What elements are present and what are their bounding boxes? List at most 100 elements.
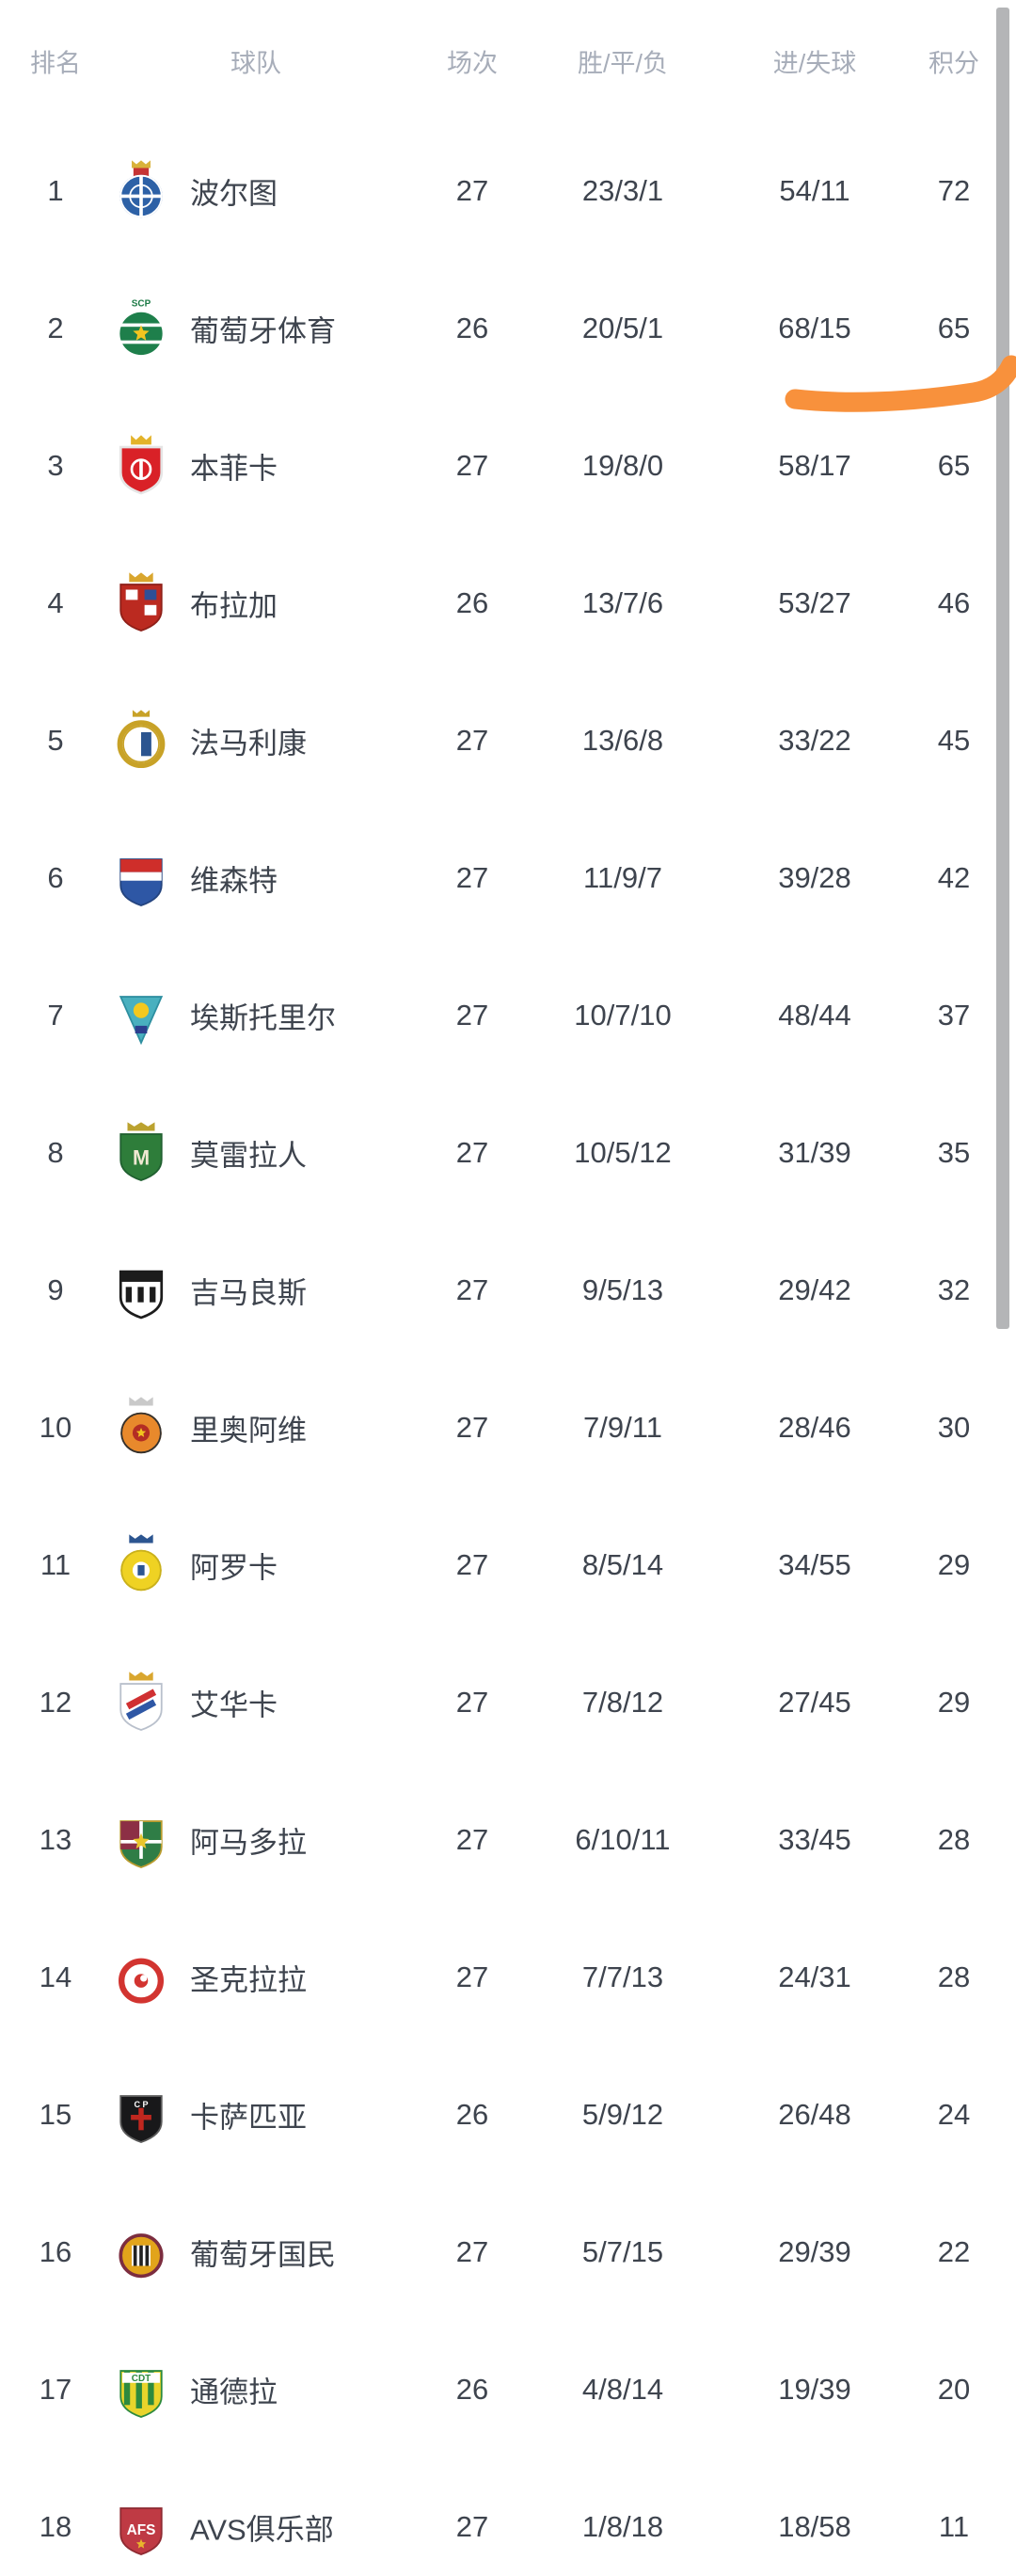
team-row[interactable]: 14 圣克拉拉 27 7/7/13 24/31 28 <box>0 1909 1016 2046</box>
goals-for-against: 19/39 <box>778 2373 851 2406</box>
team-name: 通德拉 <box>190 2376 278 2409</box>
team-rank: 4 <box>47 586 64 619</box>
matches-played: 27 <box>455 1273 489 1306</box>
matches-played: 27 <box>455 1548 489 1581</box>
team-row[interactable]: 13 阿马多拉 27 6/10/11 33/45 28 <box>0 1771 1016 1909</box>
team-crest-icon <box>119 1820 163 1868</box>
team-name: 波尔图 <box>190 177 278 211</box>
matches-played: 27 <box>455 1823 489 1856</box>
team-rank: 18 <box>39 2510 72 2543</box>
points: 45 <box>937 724 971 757</box>
team-crest-icon: AFS <box>119 2507 163 2555</box>
team-row[interactable]: 5 法马利康 27 13/6/8 33/22 45 <box>0 672 1016 809</box>
team-name: 莫雷拉人 <box>190 1139 307 1173</box>
team-crest-icon <box>119 160 163 218</box>
matches-played: 27 <box>455 174 489 207</box>
team-logo <box>114 1397 168 1459</box>
team-name: 本菲卡 <box>190 452 278 486</box>
team-row[interactable]: 1 波尔图 27 23/3/1 54/11 72 <box>0 122 1016 260</box>
team-row[interactable]: 3 本菲卡 27 19/8/0 58/17 65 <box>0 397 1016 535</box>
goals-for-against: 58/17 <box>778 449 851 482</box>
win-draw-loss: 8/5/14 <box>581 1548 664 1581</box>
team-rank: 14 <box>39 1960 72 1993</box>
matches-played: 26 <box>455 312 489 344</box>
team-name: 葡萄牙体育 <box>190 314 336 348</box>
team-row[interactable]: 10 里奥阿维 27 7/9/11 28/46 30 <box>0 1359 1016 1496</box>
goals-for-against: 29/42 <box>778 1273 851 1306</box>
win-draw-loss: 5/7/15 <box>581 2235 664 2268</box>
team-crest-icon <box>119 858 163 906</box>
team-crest-icon: C P <box>119 2095 163 2143</box>
matches-played: 26 <box>455 2098 489 2131</box>
team-name: 吉马良斯 <box>190 1276 307 1310</box>
matches-played: 27 <box>455 724 489 757</box>
team-rank: 5 <box>47 724 64 757</box>
points: 29 <box>937 1548 971 1581</box>
team-rank: 11 <box>40 1548 71 1581</box>
team-rank: 16 <box>39 2235 72 2268</box>
goals-for-against: 31/39 <box>778 1136 851 1169</box>
team-logo: M <box>114 1122 168 1184</box>
team-logo <box>114 710 168 772</box>
team-rank: 9 <box>47 1273 64 1306</box>
points: 11 <box>938 2510 970 2543</box>
team-row[interactable]: 11 阿罗卡 27 8/5/14 34/55 29 <box>0 1496 1016 1634</box>
goals-for-against: 33/45 <box>778 1823 851 1856</box>
matches-played: 27 <box>455 1686 489 1719</box>
team-crest-icon <box>119 2233 164 2279</box>
team-row[interactable]: 4 布拉加 26 13/7/6 53/27 46 <box>0 535 1016 672</box>
team-logo <box>114 1259 168 1321</box>
svg-text:M: M <box>133 1146 150 1170</box>
team-logo <box>114 1946 168 2008</box>
goals-for-against: 24/31 <box>778 1960 851 1993</box>
points: 22 <box>937 2235 971 2268</box>
team-crest-icon: CDT <box>119 2370 163 2418</box>
team-crest-icon: SCP <box>119 298 163 356</box>
win-draw-loss: 6/10/11 <box>575 1823 671 1856</box>
team-name: 艾华卡 <box>190 1688 278 1722</box>
header-rank: 排名 <box>30 49 81 78</box>
team-crest-icon <box>119 1672 163 1731</box>
team-logo <box>114 847 168 909</box>
matches-played: 27 <box>455 1411 489 1444</box>
points: 24 <box>937 2098 971 2131</box>
team-rank: 3 <box>47 449 64 482</box>
team-row[interactable]: 12 艾华卡 27 7/8/12 27/45 29 <box>0 1634 1016 1771</box>
win-draw-loss: 5/9/12 <box>581 2098 664 2131</box>
points: 29 <box>937 1686 971 1719</box>
team-crest-icon <box>120 1397 162 1454</box>
goals-for-against: 29/39 <box>778 2235 851 2268</box>
team-name: 埃斯托里尔 <box>190 1001 336 1035</box>
team-row[interactable]: 9 吉马良斯 27 9/5/13 29/42 32 <box>0 1222 1016 1359</box>
team-logo <box>114 2221 168 2283</box>
team-row[interactable]: 6 维森特 27 11/9/7 39/28 42 <box>0 809 1016 947</box>
team-row[interactable]: 8 M 莫雷拉人 27 10/5/12 31/39 35 <box>0 1084 1016 1222</box>
goals-for-against: 53/27 <box>778 586 851 619</box>
matches-played: 27 <box>455 449 489 482</box>
matches-played: 27 <box>455 2235 489 2268</box>
matches-played: 27 <box>455 1960 489 1993</box>
team-row[interactable]: 2 SCP 葡萄牙体育 26 20/5/1 68/15 65 <box>0 260 1016 397</box>
win-draw-loss: 7/9/11 <box>583 1411 662 1444</box>
team-name: 阿马多拉 <box>190 1826 307 1860</box>
points: 42 <box>937 861 971 894</box>
team-row[interactable]: 7 埃斯托里尔 27 10/7/10 48/44 37 <box>0 947 1016 1084</box>
team-logo: CDT <box>114 2359 168 2421</box>
team-rank: 15 <box>39 2098 72 2131</box>
team-row[interactable]: 16 葡萄牙国民 27 5/7/15 29/39 22 <box>0 2184 1016 2321</box>
team-row[interactable]: 18 AFS AVS俱乐部 27 1/8/18 18/58 11 <box>0 2458 1016 2576</box>
svg-text:AFS: AFS <box>127 2522 156 2538</box>
goals-for-against: 48/44 <box>778 999 851 1032</box>
team-logo: C P <box>114 2084 168 2146</box>
team-row[interactable]: 15 C P 卡萨匹亚 26 5/9/12 26/48 24 <box>0 2046 1016 2184</box>
team-row[interactable]: 17 CDT 通德拉 26 4/8/14 19/39 20 <box>0 2321 1016 2458</box>
team-logo: SCP <box>114 297 168 360</box>
team-logo <box>114 984 168 1047</box>
table-header-row: 排名 球队 场次 胜/平/负 进/失球 积分 <box>0 0 1016 122</box>
scrollbar-thumb[interactable] <box>996 8 1009 1329</box>
team-logo <box>114 1672 168 1734</box>
points: 37 <box>937 999 971 1032</box>
team-rank: 10 <box>39 1411 72 1444</box>
matches-played: 27 <box>455 861 489 894</box>
